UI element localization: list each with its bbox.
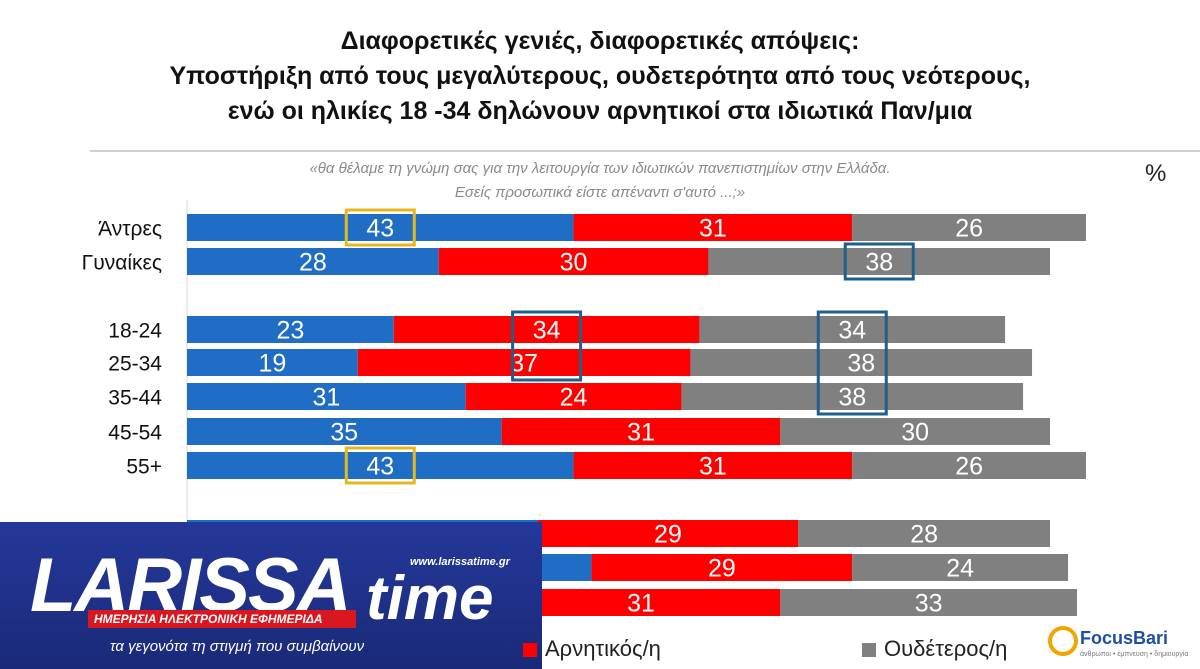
bar-segment — [187, 214, 574, 241]
data-label: 33 — [915, 590, 943, 618]
watermark-url: www.larissatime.gr — [410, 556, 510, 568]
bar-segment — [780, 589, 1078, 616]
category-label: 35-44 — [108, 387, 162, 410]
bar-segment — [187, 383, 466, 410]
data-label: 29 — [708, 555, 736, 583]
category-label: 25-34 — [108, 353, 162, 376]
title-divider — [90, 150, 1200, 152]
bar-segment — [591, 554, 853, 581]
data-label: 26 — [955, 215, 983, 243]
bar-segment — [690, 349, 1033, 376]
legend-neutral-swatch — [862, 643, 876, 658]
bar-segment — [501, 589, 781, 616]
bar-segment — [708, 248, 1051, 275]
data-label: 37 — [510, 350, 538, 378]
category-label: Άντρες — [98, 218, 162, 241]
bar-segment — [393, 316, 700, 343]
legend-neutral-label: Ουδέτερος/η — [884, 636, 1008, 661]
data-label: 28 — [299, 249, 327, 277]
legend-neutral: Ουδέτερος/η — [862, 636, 1007, 662]
data-label: 26 — [955, 453, 983, 481]
bar-segment — [852, 554, 1069, 581]
bar-segment — [699, 316, 1006, 343]
bar-segment — [798, 520, 1051, 547]
watermark-banner — [0, 522, 542, 669]
data-label: 24 — [560, 384, 588, 412]
data-label: 31 — [627, 590, 655, 618]
legend-negative: Αρνητικός/η — [523, 636, 661, 662]
bar-segment — [780, 418, 1051, 445]
bar-segment — [187, 248, 439, 275]
highlight-box — [843, 242, 915, 281]
watermark-brand-time: time — [366, 564, 494, 633]
bar-segment — [573, 214, 853, 241]
bar-segment — [573, 452, 853, 479]
bar-segment — [187, 316, 394, 343]
data-label: 34 — [838, 317, 866, 345]
category-label: 45-54 — [108, 422, 162, 445]
highlight-box — [816, 310, 888, 416]
data-label: 31 — [699, 215, 727, 243]
bar-segment — [537, 520, 799, 547]
data-label: 23 — [276, 317, 304, 345]
data-label: 43 — [366, 453, 394, 481]
question-line-1: «θα θέλαμε τη γνώμη σας για την λειτουργ… — [309, 160, 891, 177]
data-label: 43 — [366, 215, 394, 243]
category-label: 18-24 — [108, 320, 162, 343]
data-label: 31 — [699, 453, 727, 481]
bar-segment — [187, 349, 358, 376]
highlight-box — [344, 446, 416, 485]
bar-segment — [438, 248, 709, 275]
data-label: 30 — [560, 249, 588, 277]
unit-label: % — [1145, 160, 1167, 187]
highlight-box — [344, 208, 416, 247]
category-label: Γυναίκες — [82, 252, 162, 275]
data-label: 35 — [330, 419, 358, 447]
watermark-tagline: ΗΜΕΡΗΣΙΑ ΗΛΕΚΤΡΟΝΙΚΗ ΕΦΗΜΕΡΙΔΑ — [94, 612, 323, 626]
bar-segment — [852, 214, 1086, 241]
data-label: 31 — [627, 419, 655, 447]
focusbari-logo-icon — [1048, 626, 1078, 656]
data-label: 29 — [654, 521, 682, 549]
category-label: 55+ — [126, 456, 162, 479]
highlight-box — [511, 310, 583, 382]
bar-segment — [357, 349, 691, 376]
focusbari-logo-tagline: άνθρωποι • έμπνευση • δημιουργία — [1080, 651, 1189, 658]
data-label: 31 — [312, 384, 340, 412]
watermark-tagline-bar — [88, 610, 356, 628]
data-label: 34 — [533, 317, 561, 345]
bar-segment — [501, 418, 781, 445]
legend-negative-label: Αρνητικός/η — [545, 636, 661, 661]
focusbari-logo-text: FocusBari — [1080, 628, 1169, 648]
chart-title-line-3: ενώ οι ηλικίες 18 -34 δηλώνουν αρνητικοί… — [227, 97, 973, 125]
bar-segment — [187, 452, 574, 479]
bar-segment — [465, 383, 682, 410]
data-label: 38 — [865, 249, 893, 277]
chart-title-line-1: Διαφορετικές γενιές, διαφορετικές απόψει… — [340, 27, 860, 55]
bar-segment — [187, 418, 502, 445]
watermark-slogan: τα γεγονότα τη στιγμή που συμβαίνουν — [110, 638, 365, 655]
chart-title-line-2: Υποστήριξη από τους μεγαλύτερους, ουδετε… — [169, 62, 1031, 90]
data-label: 24 — [946, 555, 974, 583]
data-label: 28 — [910, 521, 938, 549]
data-label: 19 — [258, 350, 286, 378]
data-label: 38 — [847, 350, 875, 378]
question-line-2: Εσείς προσωπικά είστε απέναντι σ'αυτό ..… — [454, 184, 746, 201]
legend-negative-swatch — [523, 643, 537, 658]
bar-segment — [852, 452, 1086, 479]
data-label: 30 — [901, 419, 929, 447]
data-label: 38 — [838, 384, 866, 412]
bar-segment — [681, 383, 1024, 410]
